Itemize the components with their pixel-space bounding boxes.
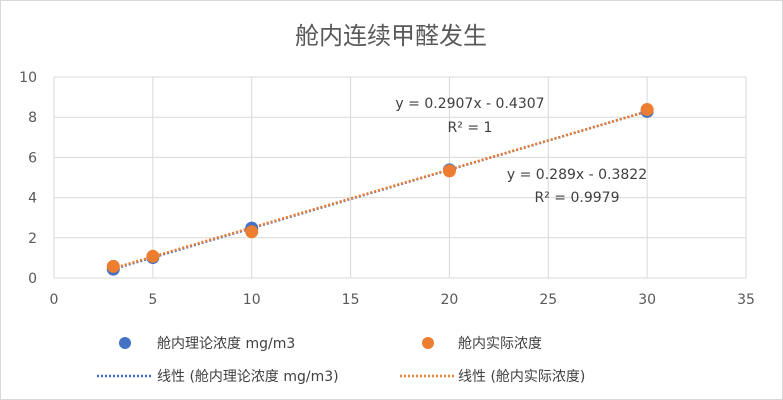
legend-label-actual: 舱内实际浓度 bbox=[458, 336, 542, 352]
data-point bbox=[106, 259, 120, 273]
legend: 舱内理论浓度 mg/m3 舱内实际浓度 线性 (舱内理论浓度 mg/m3) 线性… bbox=[97, 336, 585, 385]
legend-marker-theory bbox=[119, 337, 131, 349]
x-tick-label: 25 bbox=[539, 292, 557, 308]
x-tick-label: 0 bbox=[50, 292, 59, 308]
x-tick-label: 10 bbox=[243, 292, 261, 308]
y-tick-label: 4 bbox=[28, 191, 37, 207]
y-tick-label: 2 bbox=[28, 231, 37, 247]
tick-labels: 0 5 10 15 20 25 30 35 0 2 4 6 8 10 bbox=[19, 70, 755, 308]
trendline-equation-actual: y = 0.289x - 0.3822 bbox=[507, 167, 647, 183]
trendline-equation-theory: y = 0.2907x - 0.4307 bbox=[395, 96, 544, 112]
trendline bbox=[112, 110, 648, 270]
legend-label-trend-actual: 线性 (舱内实际浓度) bbox=[458, 369, 585, 385]
trendline-r2-theory: R² = 1 bbox=[448, 120, 493, 136]
trendline-r2-actual: R² = 0.9979 bbox=[535, 190, 620, 206]
legend-label-theory: 舱内理论浓度 mg/m3 bbox=[157, 336, 295, 352]
data-point bbox=[640, 103, 654, 117]
data-point bbox=[442, 164, 456, 178]
x-tick-label: 15 bbox=[342, 292, 360, 308]
y-tick-label: 0 bbox=[28, 271, 37, 287]
y-tick-label: 8 bbox=[28, 110, 37, 126]
x-tick-label: 35 bbox=[737, 292, 755, 308]
y-tick-label: 10 bbox=[19, 70, 37, 86]
x-tick-label: 20 bbox=[441, 292, 459, 308]
legend-label-trend-theory: 线性 (舱内理论浓度 mg/m3) bbox=[157, 369, 339, 385]
data-point bbox=[146, 249, 160, 263]
x-tick-label: 30 bbox=[638, 292, 656, 308]
legend-marker-actual bbox=[422, 337, 434, 349]
gridlines bbox=[53, 76, 747, 279]
chart-title: 舱内连续甲醛发生 bbox=[295, 22, 487, 50]
trendlines bbox=[112, 110, 648, 271]
x-tick-label: 5 bbox=[148, 292, 157, 308]
y-tick-label: 6 bbox=[28, 150, 37, 166]
data-points bbox=[106, 103, 654, 276]
data-point bbox=[245, 225, 259, 239]
